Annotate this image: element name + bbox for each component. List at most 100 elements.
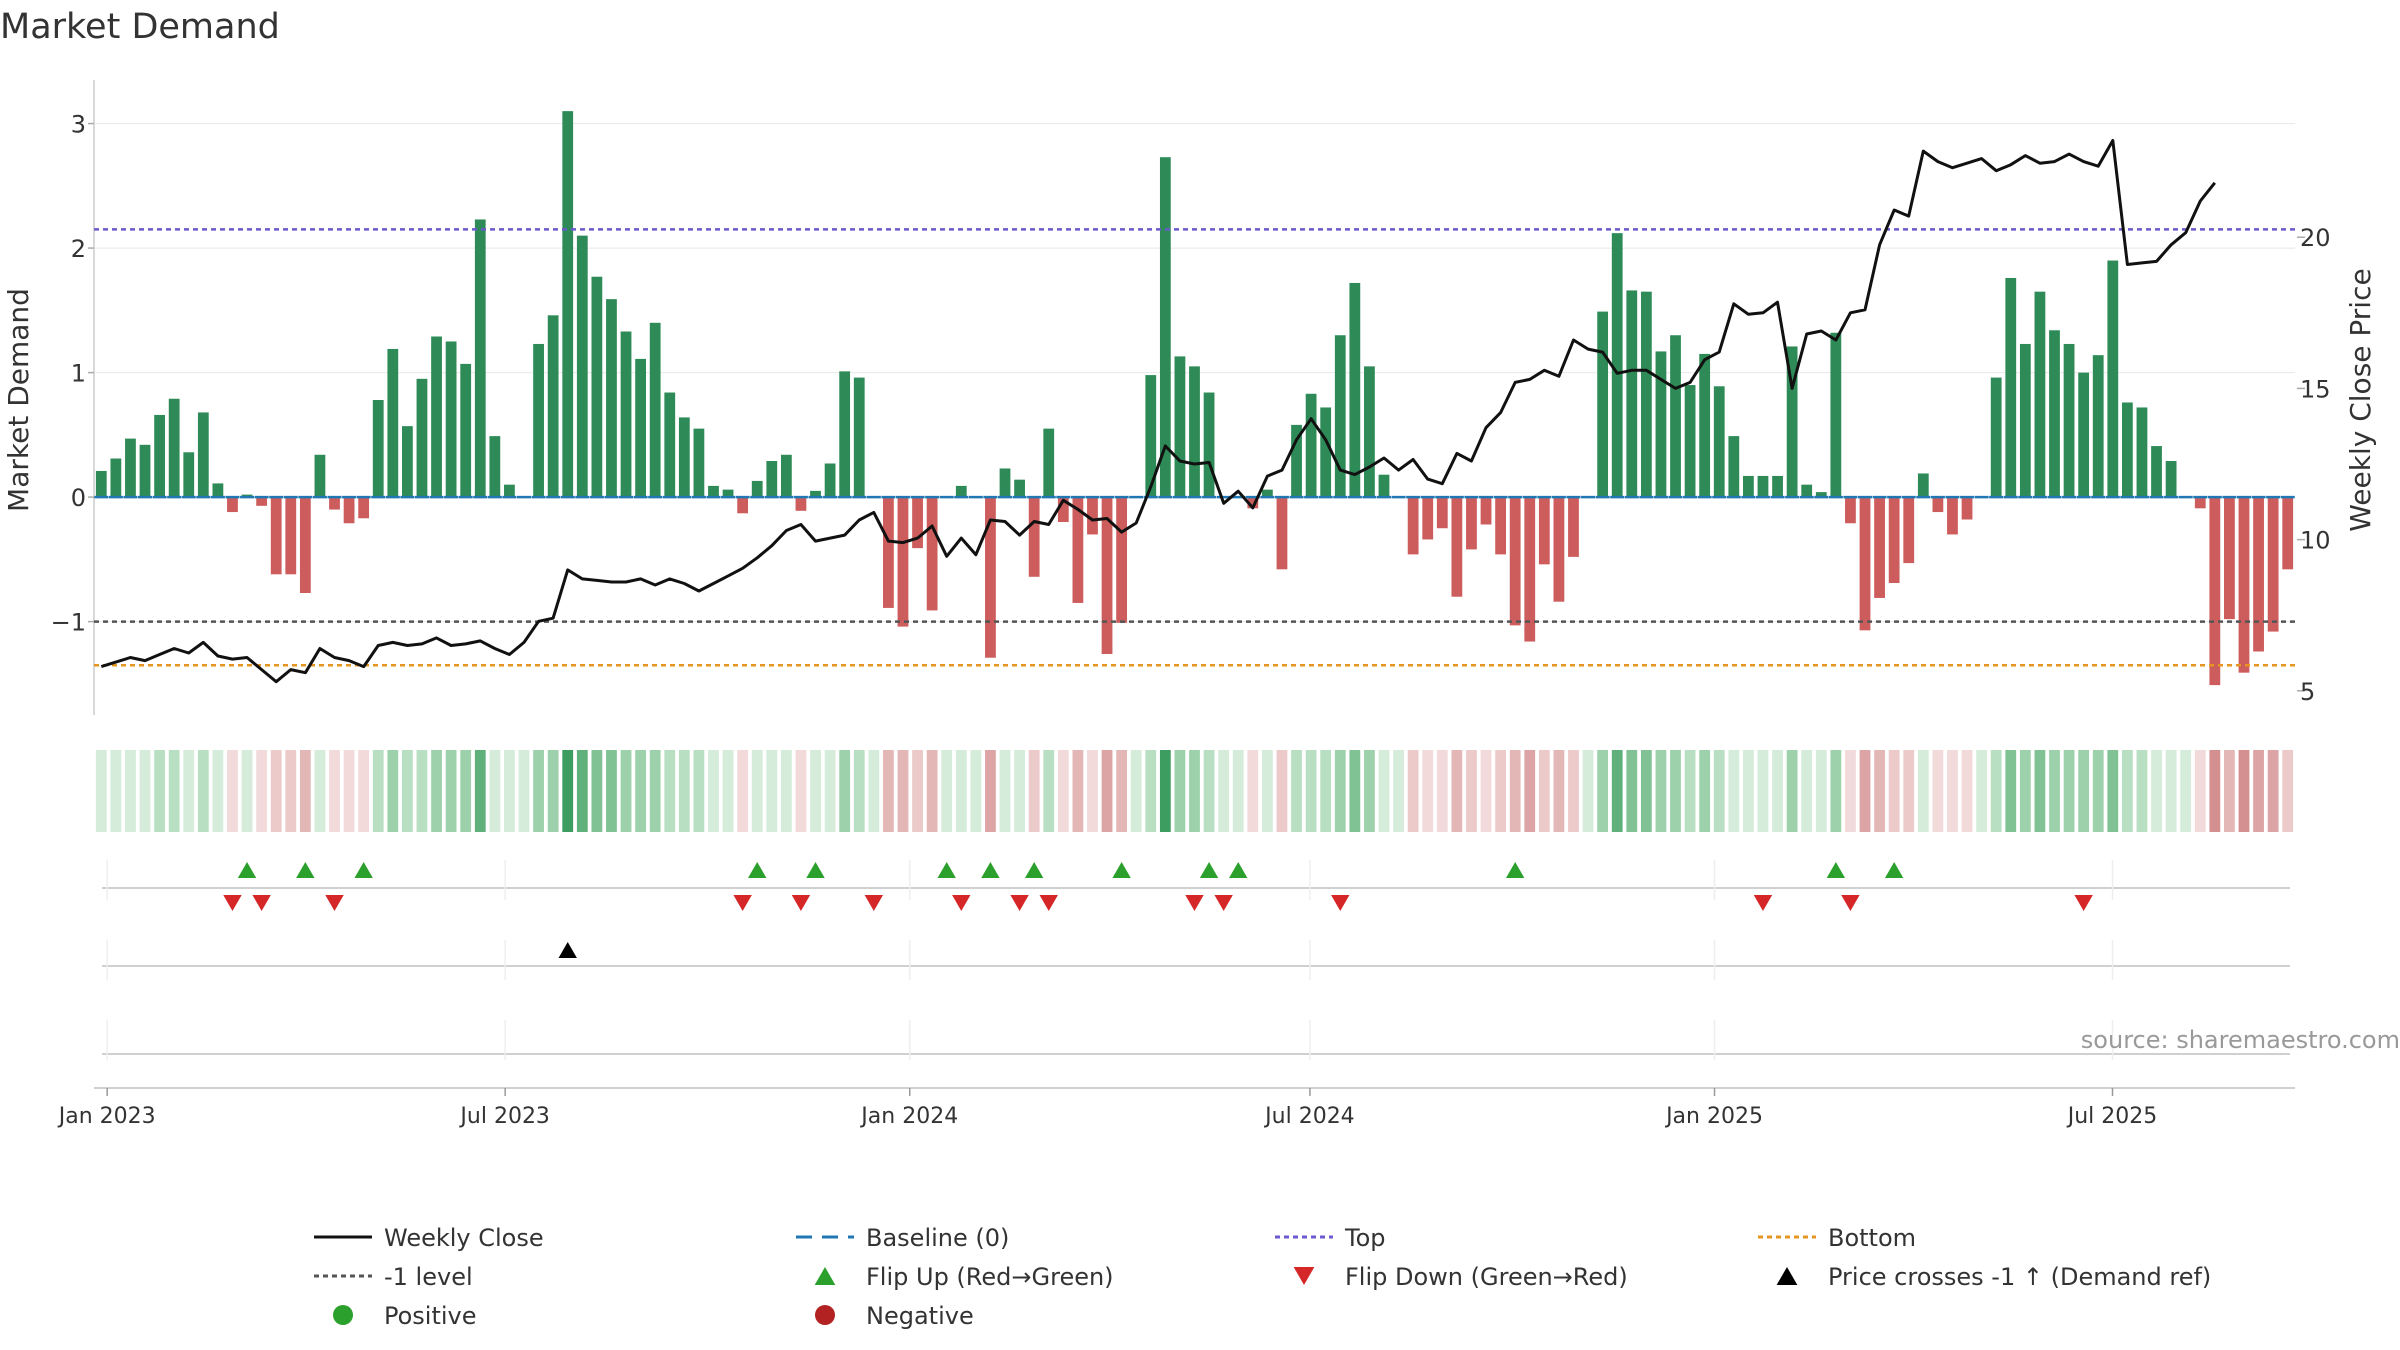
heat-cell xyxy=(970,750,982,832)
legend-item: Bottom xyxy=(1758,1224,1916,1252)
heat-cell xyxy=(1888,750,1900,832)
positive-demand-bar xyxy=(1917,473,1929,498)
positive-demand-bar xyxy=(2107,260,2119,498)
flip-up-marker xyxy=(937,862,956,878)
negative-demand-bar xyxy=(1568,497,1579,557)
positive-demand-bar xyxy=(183,452,195,498)
heat-cell xyxy=(1568,750,1579,832)
date-tick-label: Jul 2024 xyxy=(1263,1104,1355,1129)
positive-demand-bar xyxy=(1145,375,1157,498)
negative-demand-bar xyxy=(2238,497,2250,673)
right-tick-label: 20 xyxy=(2300,224,2331,252)
heat-cell xyxy=(678,750,690,832)
heat-cell xyxy=(1436,750,1448,832)
flip-down-marker xyxy=(252,895,271,911)
negative-demand-bar xyxy=(897,497,909,627)
positive-demand-bar xyxy=(766,461,778,498)
positive-demand-bar xyxy=(2136,407,2148,498)
positive-demand-bar xyxy=(1786,346,1798,498)
positive-demand-bar xyxy=(664,392,676,498)
heat-cell xyxy=(1990,750,2002,832)
negative-demand-bar xyxy=(1932,497,1944,513)
right-axis-ticks: 20 15 10 5 xyxy=(2297,224,2331,706)
heat-cell xyxy=(183,750,195,832)
heat-cell xyxy=(1728,750,1740,832)
heat-cell xyxy=(1845,750,1856,832)
flip-down-marker xyxy=(1331,895,1350,911)
positive-demand-bar xyxy=(401,426,413,498)
positive-demand-bar xyxy=(1670,335,1681,498)
heat-cell xyxy=(693,750,705,832)
negative-demand-bar xyxy=(1028,497,1040,577)
reference-lines xyxy=(94,228,2295,667)
heat-cell xyxy=(1028,750,1040,832)
heat-cell xyxy=(1232,750,1244,832)
heat-cell xyxy=(270,750,282,832)
legend-item: Positive xyxy=(333,1302,477,1330)
flip-up-marker xyxy=(296,862,315,878)
negative-demand-bar xyxy=(1101,497,1113,654)
positive-demand-bar xyxy=(839,371,851,498)
heat-cell xyxy=(2136,750,2148,832)
heat-cell xyxy=(1087,750,1098,832)
positive-demand-bar xyxy=(1640,291,1652,498)
date-tick-label: Jan 2025 xyxy=(1664,1104,1763,1129)
legend-swatch-circle xyxy=(333,1305,353,1325)
negative-demand-bar xyxy=(2253,497,2264,652)
legend-item: Negative xyxy=(815,1302,974,1330)
negative-demand-bar xyxy=(1888,497,1900,584)
heat-cell xyxy=(1393,750,1404,832)
heat-cell xyxy=(635,750,646,832)
heat-cell xyxy=(1276,750,1288,832)
positive-demand-bar xyxy=(955,485,967,498)
positive-demand-bar xyxy=(2063,343,2075,498)
flip-up-marker xyxy=(1024,862,1044,878)
heat-cell xyxy=(1466,750,1477,832)
heat-cell xyxy=(941,750,953,832)
positive-demand-bar xyxy=(168,398,180,498)
heat-cell xyxy=(2092,750,2104,832)
negative-demand-bar xyxy=(1436,497,1448,529)
heat-cell xyxy=(2282,750,2294,832)
heat-cell xyxy=(839,750,851,832)
legend-item: -1 level xyxy=(314,1263,473,1291)
positive-demand-bar xyxy=(2019,343,2031,498)
positive-demand-bar xyxy=(2078,372,2090,498)
positive-demand-bar xyxy=(591,276,603,498)
positive-demand-bar xyxy=(489,436,501,498)
heat-cell xyxy=(168,750,180,832)
negative-demand-bar xyxy=(926,497,938,611)
heat-cell xyxy=(620,750,632,832)
positive-demand-bar xyxy=(1261,489,1273,498)
heat-cell xyxy=(810,750,821,832)
positive-demand-bar xyxy=(780,454,792,498)
heat-cell xyxy=(1538,750,1550,832)
flip-down-marker xyxy=(952,895,971,911)
heat-cell xyxy=(489,750,501,832)
legend-label: Bottom xyxy=(1828,1224,1916,1252)
heat-cell xyxy=(1145,750,1157,832)
heat-cell xyxy=(1305,750,1317,832)
flip-down-marker xyxy=(791,895,811,911)
heat-cell xyxy=(1713,750,1725,832)
legend-label: Negative xyxy=(866,1302,974,1330)
heat-cell xyxy=(460,750,472,832)
negative-demand-bar xyxy=(1961,497,1973,520)
positive-demand-bar xyxy=(504,484,515,498)
heat-cell xyxy=(1480,750,1492,832)
heat-cell xyxy=(722,750,734,832)
legend-item: Weekly Close xyxy=(314,1224,544,1252)
heat-cell xyxy=(1422,750,1434,832)
positive-demand-bar xyxy=(810,490,821,498)
positive-demand-bar xyxy=(1772,475,1783,498)
negative-demand-bar xyxy=(1247,497,1259,509)
negative-demand-bar xyxy=(2224,497,2235,620)
legend-label: Positive xyxy=(384,1302,477,1330)
negative-demand-bar xyxy=(256,497,268,506)
flip-down-marker xyxy=(1039,895,1058,911)
positive-demand-bar xyxy=(1189,366,1200,498)
positive-demand-bar xyxy=(1043,428,1055,498)
heat-cell xyxy=(1159,750,1171,832)
negative-demand-bar xyxy=(329,497,340,510)
negative-demand-bar xyxy=(2209,497,2221,686)
